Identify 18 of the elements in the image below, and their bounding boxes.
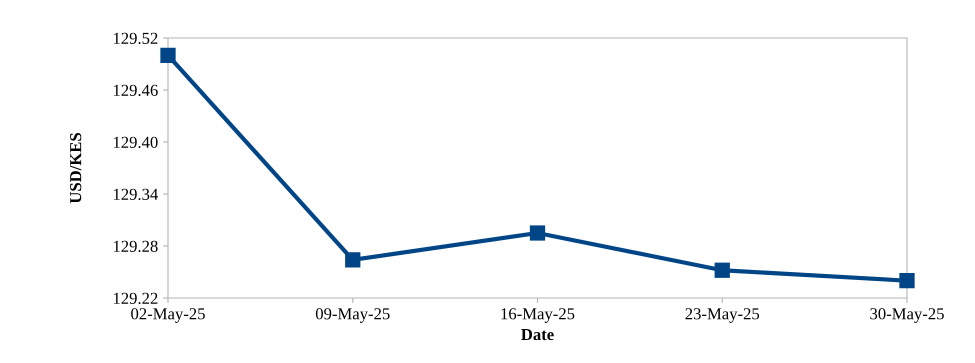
y-tick-label: 129.28	[114, 240, 158, 252]
point	[160, 48, 176, 63]
y-axis-title: USD/KES	[70, 133, 82, 204]
x-axis-title: Date	[521, 329, 554, 340]
point	[530, 225, 546, 241]
point	[714, 262, 730, 278]
x-tick-label: 02-May-25	[131, 308, 205, 323]
point	[345, 252, 360, 268]
y-tick-label: 129.34	[114, 188, 158, 200]
x-tick-label: 30-May-25	[870, 308, 944, 323]
y-tick-label: 129.40	[114, 136, 158, 148]
y-tick-label: 129.46	[114, 84, 158, 96]
x-tick-label: 23-May-25	[685, 308, 760, 323]
x-tick-label: 09-May-25	[316, 308, 390, 323]
x-tick-label: 16-May-25	[501, 308, 574, 323]
y-tick-label: 129.52	[114, 32, 158, 44]
y-tick-label: 129.22	[114, 292, 158, 304]
point	[899, 273, 915, 288]
